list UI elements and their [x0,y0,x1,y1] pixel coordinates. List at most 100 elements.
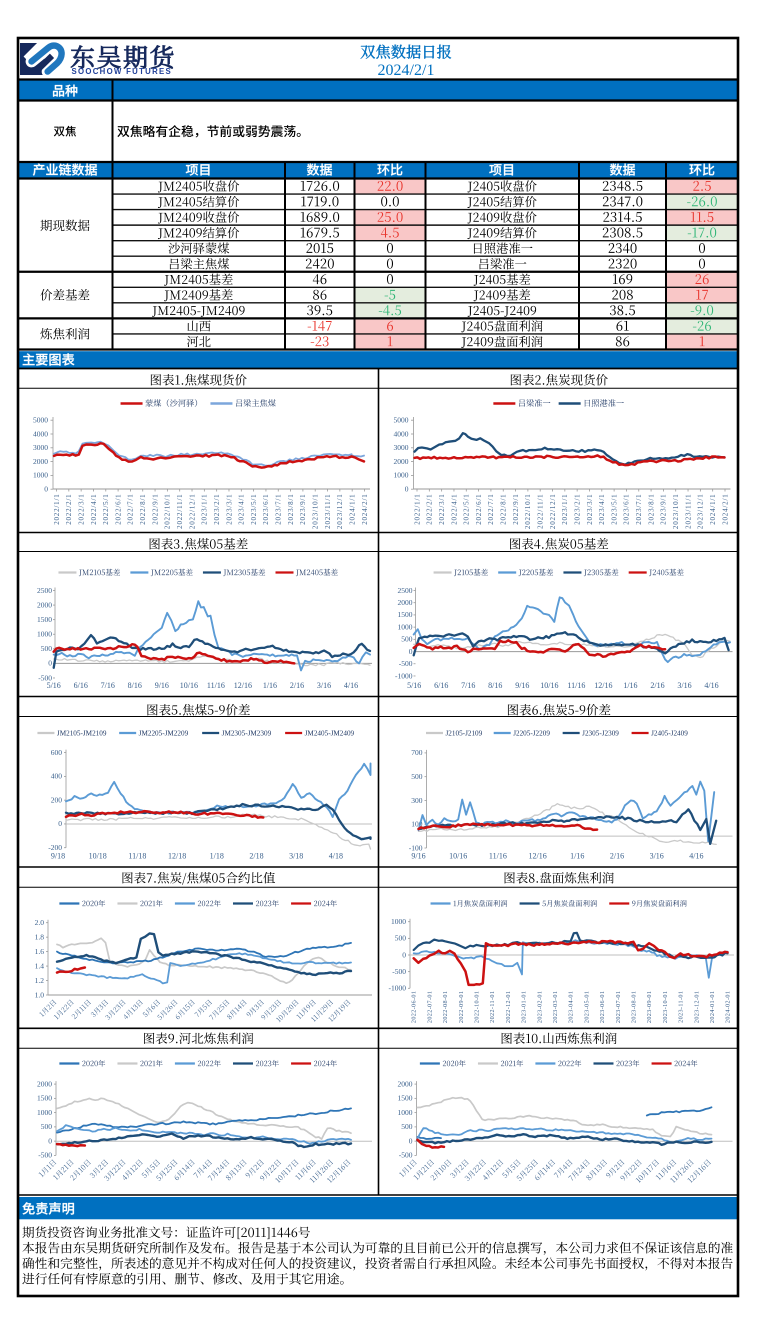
svg-text:2022/10/1: 2022/10/1 [524,494,532,530]
svg-text:2022/12/1: 2022/12/1 [188,494,196,530]
svg-text:-500: -500 [38,1151,52,1160]
svg-text:500: 500 [401,635,413,644]
svg-text:12/16: 12/16 [234,681,252,690]
svg-text:2023/5/1: 2023/5/1 [610,494,618,525]
svg-text:1.4: 1.4 [35,961,45,970]
svg-text:3000: 3000 [394,443,409,452]
svg-text:12/16: 12/16 [594,681,612,690]
svg-text:11/18: 11/18 [128,852,146,861]
svg-text:4/16: 4/16 [704,681,718,690]
svg-text:0: 0 [409,1136,413,1145]
svg-text:2023-07-01: 2023-07-01 [615,991,622,1023]
svg-text:4/16: 4/16 [344,681,358,690]
svg-text:2022/7/1: 2022/7/1 [127,494,135,525]
svg-text:2/16: 2/16 [290,681,304,690]
svg-text:2023/3/1: 2023/3/1 [225,494,233,525]
svg-text:2022/8/1: 2022/8/1 [500,494,508,525]
svg-text:2022/10/1: 2022/10/1 [164,494,172,530]
svg-text:5/16: 5/16 [47,681,61,690]
svg-text:-1000: -1000 [395,671,413,680]
svg-text:10/18: 10/18 [89,852,107,861]
svg-text:2024/1/1: 2024/1/1 [709,494,717,525]
svg-text:2024-01-01: 2024-01-01 [709,991,716,1023]
svg-text:2023-04-01: 2023-04-01 [568,991,575,1023]
svg-text:2022/5/1: 2022/5/1 [102,494,110,525]
svg-text:2000: 2000 [37,600,52,609]
svg-text:500: 500 [395,934,407,943]
svg-text:6/16: 6/16 [74,681,88,690]
svg-text:2022/3/1: 2022/3/1 [77,494,85,525]
svg-text:4/16: 4/16 [689,852,703,861]
svg-text:1.8: 1.8 [35,932,45,941]
svg-text:1000: 1000 [398,1108,413,1117]
svg-text:2/16: 2/16 [650,681,664,690]
svg-text:9/16: 9/16 [411,852,425,861]
svg-text:2023/12/1: 2023/12/1 [336,494,344,530]
svg-text:2024/1/1: 2024/1/1 [348,494,356,525]
svg-text:2023/3/1: 2023/3/1 [586,494,594,525]
svg-text:2023/9/1: 2023/9/1 [299,494,307,525]
svg-text:1500: 1500 [398,610,413,619]
svg-text:3/18: 3/18 [289,852,303,861]
svg-text:4000: 4000 [394,429,409,438]
svg-text:2022/6/1: 2022/6/1 [475,494,483,525]
svg-text:2023-11-01: 2023-11-01 [678,991,685,1023]
svg-text:0: 0 [44,485,48,494]
svg-text:1.2: 1.2 [35,976,45,985]
svg-text:2024-02-01: 2024-02-01 [725,991,732,1023]
svg-text:2023/6/1: 2023/6/1 [262,494,270,525]
svg-text:700: 700 [411,748,423,757]
svg-text:9/16: 9/16 [515,681,529,690]
svg-text:-500: -500 [392,967,406,976]
svg-text:JM2305-JM2309: JM2305-JM2309 [222,730,272,738]
svg-text:2500: 2500 [398,586,413,595]
svg-text:600: 600 [51,748,63,757]
svg-text:1000: 1000 [398,622,413,631]
svg-text:2023/5/1: 2023/5/1 [250,494,258,525]
svg-text:3/16: 3/16 [317,681,331,690]
svg-text:7/16: 7/16 [461,681,475,690]
svg-text:400: 400 [51,772,63,781]
svg-text:2023-08-01: 2023-08-01 [631,991,638,1023]
svg-text:1.0: 1.0 [35,990,45,999]
svg-text:2000: 2000 [398,598,413,607]
svg-text:3/16: 3/16 [650,852,664,861]
svg-text:2023/8/1: 2023/8/1 [287,494,295,525]
svg-text:500: 500 [41,1122,53,1131]
svg-text:1/18: 1/18 [210,852,224,861]
svg-text:2023/10/1: 2023/10/1 [312,494,320,530]
svg-text:J2205-J2209: J2205-J2209 [513,730,550,738]
svg-text:1.6: 1.6 [35,947,45,956]
svg-text:2022/9/1: 2022/9/1 [151,494,159,525]
svg-text:0: 0 [48,659,52,668]
svg-text:0: 0 [58,819,62,828]
svg-text:2022/4/1: 2022/4/1 [90,494,98,525]
svg-text:200: 200 [51,795,63,804]
svg-text:2024/2/1: 2024/2/1 [721,494,729,525]
svg-text:J2105-J2109: J2105-J2109 [446,730,483,738]
svg-text:2022/1/1: 2022/1/1 [413,494,421,525]
svg-text:2022/12/1: 2022/12/1 [549,494,557,530]
svg-text:500: 500 [411,772,423,781]
svg-text:9/18: 9/18 [51,852,65,861]
svg-text:2023-12-01: 2023-12-01 [693,991,700,1023]
svg-text:2022/9/1: 2022/9/1 [512,494,520,525]
svg-text:-1000: -1000 [389,984,407,993]
svg-text:8/16: 8/16 [128,681,142,690]
svg-text:2023/4/1: 2023/4/1 [598,494,606,525]
svg-text:2023-06-01: 2023-06-01 [599,991,606,1023]
svg-text:4/18: 4/18 [329,852,343,861]
svg-text:2023/4/1: 2023/4/1 [238,494,246,525]
svg-text:J2405-J2409: J2405-J2409 [651,730,688,738]
svg-text:-500: -500 [38,673,52,682]
svg-text:JM2105-JM2109: JM2105-JM2109 [57,730,107,738]
svg-text:2023-01-01: 2023-01-01 [521,991,528,1023]
svg-text:1000: 1000 [37,1108,52,1117]
svg-text:2022/1/1: 2022/1/1 [53,494,61,525]
svg-text:2022/11/1: 2022/11/1 [176,494,184,529]
svg-text:2000: 2000 [398,1079,413,1088]
svg-text:100: 100 [411,820,423,829]
svg-text:2022/6/1: 2022/6/1 [114,494,122,525]
svg-text:9/16: 9/16 [155,681,169,690]
svg-text:2000: 2000 [394,457,409,466]
